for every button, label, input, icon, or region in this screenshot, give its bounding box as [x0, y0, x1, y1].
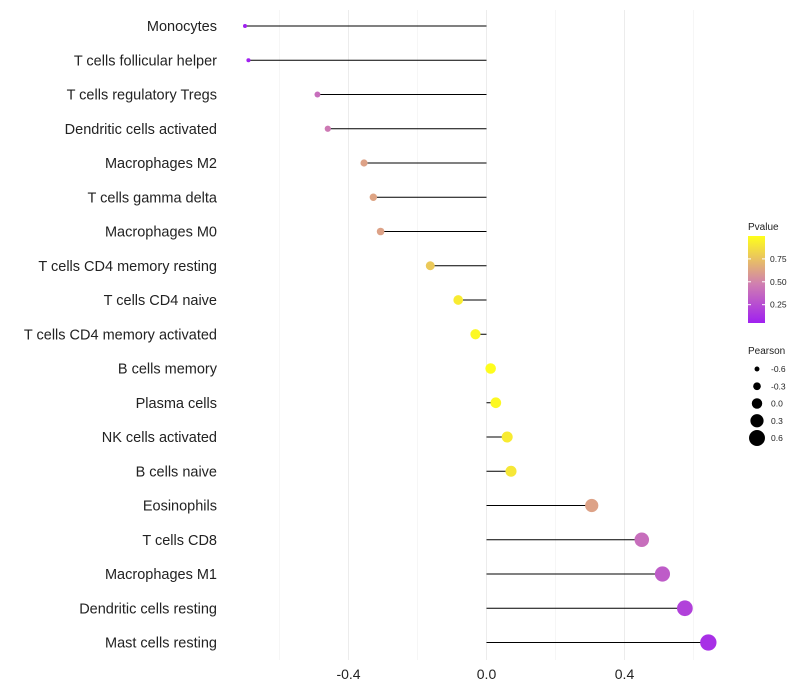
category-label: Monocytes	[147, 19, 217, 35]
pearson-key-label: -0.6	[771, 364, 786, 374]
pearson-key-label: 0.6	[771, 433, 783, 443]
data-point	[360, 159, 368, 167]
data-point	[425, 261, 435, 271]
pearson-key-dot	[749, 430, 765, 446]
category-label: T cells CD8	[142, 533, 217, 549]
pearson-key-dot	[753, 382, 761, 391]
pvalue-legend-ticks: 0.25 0.50 0.75	[748, 254, 787, 310]
category-label: T cells CD4 memory resting	[38, 259, 217, 275]
category-label: Dendritic cells activated	[65, 122, 217, 138]
pearson-key-dot	[750, 414, 764, 428]
category-label: T cells gamma delta	[88, 190, 218, 206]
data-point	[453, 295, 464, 305]
category-labels: Monocytes T cells follicular helper T cell…	[24, 19, 218, 652]
data-point	[243, 24, 247, 28]
data-point	[677, 600, 693, 617]
category-label: T cells CD4 memory activated	[24, 327, 217, 343]
data-point	[314, 91, 321, 98]
x-tick-label: 0.4	[615, 666, 635, 682]
data-point	[490, 397, 502, 409]
data-point	[585, 498, 599, 513]
category-label: Macrophages M2	[105, 156, 217, 172]
data-point	[485, 363, 496, 374]
data-point	[246, 58, 251, 63]
data-point	[700, 634, 717, 651]
category-label: Plasma cells	[136, 396, 217, 412]
category-label: B cells naive	[136, 464, 217, 480]
pvalue-legend: Pvalue 0.25 0.50 0.75	[748, 222, 787, 323]
data-point	[654, 566, 671, 582]
category-label: Mast cells resting	[105, 636, 217, 652]
pvalue-tick-label: 0.75	[770, 254, 787, 264]
data-point	[501, 431, 513, 443]
point-layer	[243, 24, 717, 651]
pvalue-colorbar	[748, 236, 765, 323]
data-point	[376, 227, 385, 236]
category-label: Eosinophils	[143, 499, 217, 515]
category-label: B cells memory	[118, 362, 218, 378]
pvalue-tick-label: 0.50	[770, 277, 787, 287]
pearson-legend-keys: -0.6 -0.3 0.0 0.3 0.6	[749, 364, 786, 446]
data-point	[505, 465, 517, 477]
pvalue-tick-label: 0.25	[770, 300, 787, 310]
pearson-legend-title: Pearson	[748, 346, 785, 357]
data-point	[369, 193, 378, 201]
category-label: NK cells activated	[102, 430, 217, 446]
category-label: T cells follicular helper	[74, 53, 217, 69]
pearson-key-dot	[751, 398, 763, 409]
category-label: Dendritic cells resting	[79, 601, 217, 617]
pearson-key-label: 0.0	[771, 399, 783, 409]
category-label: T cells CD4 naive	[104, 293, 217, 309]
pearson-key-dot	[754, 366, 760, 372]
x-tick-label: 0.0	[477, 666, 497, 682]
category-label: Macrophages M0	[105, 225, 217, 241]
pvalue-legend-title: Pvalue	[748, 222, 779, 233]
category-label: Macrophages M1	[105, 567, 217, 583]
data-point	[634, 532, 650, 548]
stem-layer	[245, 25, 709, 643]
x-tick-label: -0.4	[336, 666, 360, 682]
grid-layer	[279, 10, 694, 660]
category-label: T cells regulatory Tregs	[67, 88, 217, 104]
pearson-key-label: -0.3	[771, 381, 786, 391]
data-point	[324, 125, 331, 132]
pearson-key-label: 0.3	[771, 416, 783, 426]
x-axis-ticks: -0.4 0.0 0.4	[336, 666, 634, 682]
pearson-legend: Pearson -0.6 -0.3 0.0 0.3 0.6	[748, 346, 786, 446]
data-point	[470, 329, 481, 340]
